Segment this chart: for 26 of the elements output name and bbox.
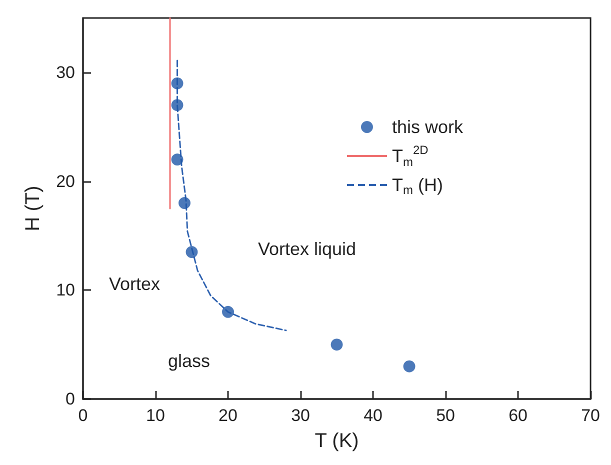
point [171, 154, 184, 166]
x-tick-label: 20 [218, 406, 238, 425]
legend-label: this work [392, 117, 464, 137]
x-tick-label: 60 [508, 406, 528, 425]
point [171, 77, 184, 90]
x-axis-title: T (K) [314, 430, 359, 452]
y-tick-label: 30 [56, 62, 75, 82]
x-tick-label: 50 [436, 406, 455, 425]
annotation: Vortex liquid [258, 239, 356, 259]
x-tick-label: 70 [581, 406, 600, 425]
x-tick-label: 10 [146, 406, 165, 425]
y-tick-label: 10 [56, 280, 75, 300]
y-tick-label: 0 [66, 390, 75, 408]
annotation: Vortex [109, 274, 160, 294]
y-axis-title: H (T) [22, 186, 44, 232]
point [186, 246, 198, 258]
point [171, 99, 184, 112]
point [178, 197, 191, 210]
point [222, 306, 234, 318]
x-tick-label: 0 [78, 406, 88, 425]
point [403, 360, 416, 372]
y-tick-label: 20 [56, 172, 75, 191]
x-tick-label: 40 [364, 406, 382, 425]
x-tick-label: 30 [291, 406, 310, 425]
annotation: glass [168, 351, 210, 371]
point [330, 338, 343, 351]
